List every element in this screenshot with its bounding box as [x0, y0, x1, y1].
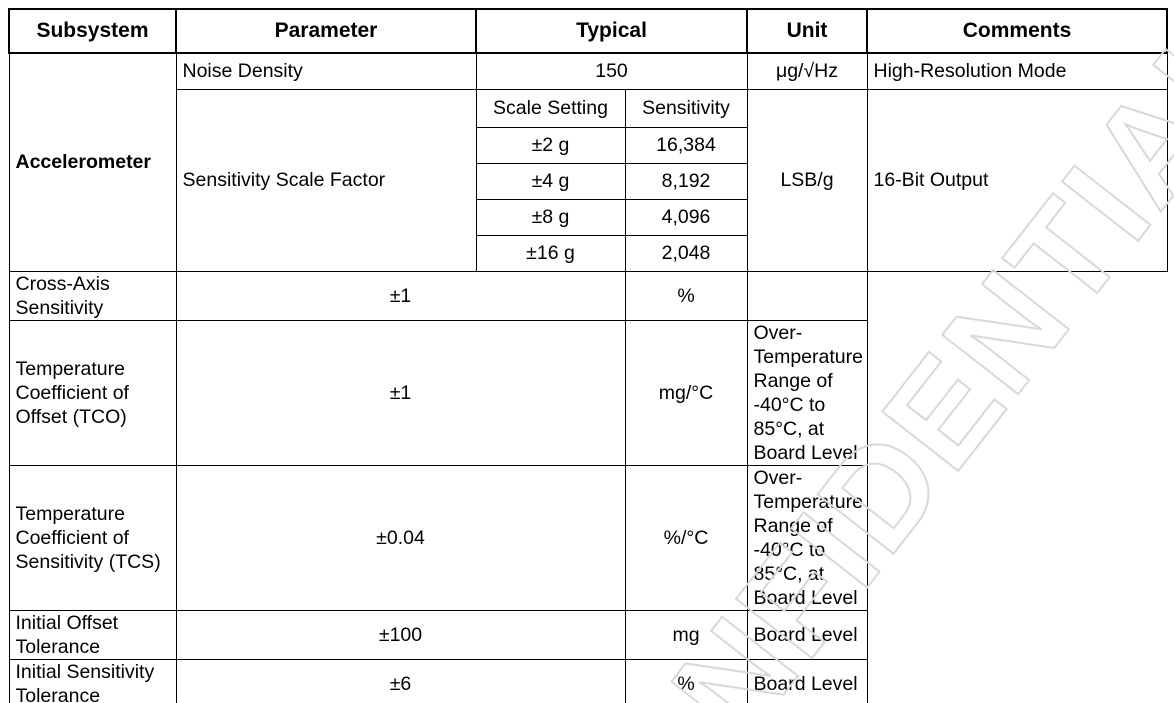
row: Sensitivity Scale Factor Scale Setting S… [9, 88, 1168, 272]
header-cell: Unit [746, 8, 868, 54]
row: ±2 g 16,384 [9, 126, 1167, 164]
row: Cross-Axis Sensitivity ±1% [8, 270, 1167, 321]
sensitivity: 8,192 [624, 162, 748, 200]
subsystem: Accelerometer [8, 52, 177, 272]
unit: mg [624, 609, 748, 660]
unit: % [624, 270, 748, 321]
comments: High-Resolution Mode [866, 52, 1168, 90]
scale: ±16 g [475, 234, 626, 272]
row: Temperature Coefficient of Offset (TCO) ±… [8, 319, 1167, 466]
parameter-text: Temperature Coefficient of Offset (TCO) [15, 357, 129, 428]
scale: ±8 g [475, 198, 626, 236]
header-row: Subsystem Parameter Typical Unit Comment… [8, 8, 1168, 54]
comments: Over-Temperature Range of -40°C to 85°C,… [746, 319, 868, 466]
scale: ±4 g [475, 162, 626, 200]
spec-table: Subsystem Parameter Typical Unit Comment… [8, 8, 1168, 703]
row: Initial Offset Tolerance ±100 mg Board Leve… [8, 609, 1167, 660]
row: ±4 g 8,192 [9, 162, 1167, 200]
scale: ±2 g [475, 126, 626, 164]
parameter-text: Initial Sensitivity Tolerance [15, 660, 155, 703]
typical: ±0.04 [175, 464, 626, 611]
sensitivity: 4,096 [624, 198, 748, 236]
parameter: Cross-Axis Sensitivity [8, 270, 177, 321]
parameter: Initial Offset Tolerance [8, 609, 177, 660]
comments [746, 270, 868, 321]
row: Temperature Coefficient of Sensitivity (… [8, 464, 1167, 611]
comments: Over-Temperature Range of -40°C to 85°C,… [746, 464, 868, 611]
parameter: Sensitivity Scale Factor [175, 88, 477, 272]
unit: μg/√Hz [746, 52, 868, 90]
sensitivity: 2,048 [624, 234, 748, 272]
parameter: Temperature Coefficient of Sensitivity (… [8, 464, 177, 611]
row: ±16 g 2,048 [9, 234, 1167, 272]
parameter-text: Initial Offset Tolerance [15, 611, 119, 658]
header-cell: Comments [866, 8, 1168, 54]
header-cell: Parameter [175, 8, 477, 54]
typical: ±100 [175, 609, 626, 660]
unit: % [624, 658, 748, 703]
comments: 16-Bit Output [866, 88, 1168, 272]
typical: ±1 [175, 319, 626, 466]
unit: %/°C [624, 464, 748, 611]
typical: 150 [475, 52, 748, 90]
comments: Board Level [746, 609, 868, 660]
header-cell: Typical [475, 8, 748, 54]
unit: mg/°C [624, 319, 748, 466]
header-cell: Subsystem [8, 8, 177, 54]
typical: ±6 [175, 658, 626, 703]
rows: Cross-Axis Sensitivity ±1% Temperature Coe… [8, 270, 1167, 703]
sub-header: Scale Setting [475, 88, 626, 128]
parameter: Initial Sensitivity Tolerance [8, 658, 177, 703]
sensitivity: 16,384 [624, 126, 748, 164]
parameter-text: Cross-Axis Sensitivity [15, 272, 110, 319]
row: ±8 g 4,096 [9, 198, 1167, 236]
parameter-text: Temperature Coefficient of Sensitivity (… [15, 502, 161, 573]
typical: ±1 [175, 270, 626, 321]
parameter: Noise Density [175, 52, 477, 90]
comments: Board Level [746, 658, 868, 703]
row: Accelerometer Noise Density 150 μg/√Hz H… [8, 52, 1168, 272]
sub-header: Sensitivity [624, 88, 748, 128]
parameter: Temperature Coefficient of Offset (TCO) [8, 319, 177, 466]
row: Initial Sensitivity Tolerance ±6% Board Le… [8, 658, 1167, 703]
unit: LSB/g [746, 88, 868, 272]
